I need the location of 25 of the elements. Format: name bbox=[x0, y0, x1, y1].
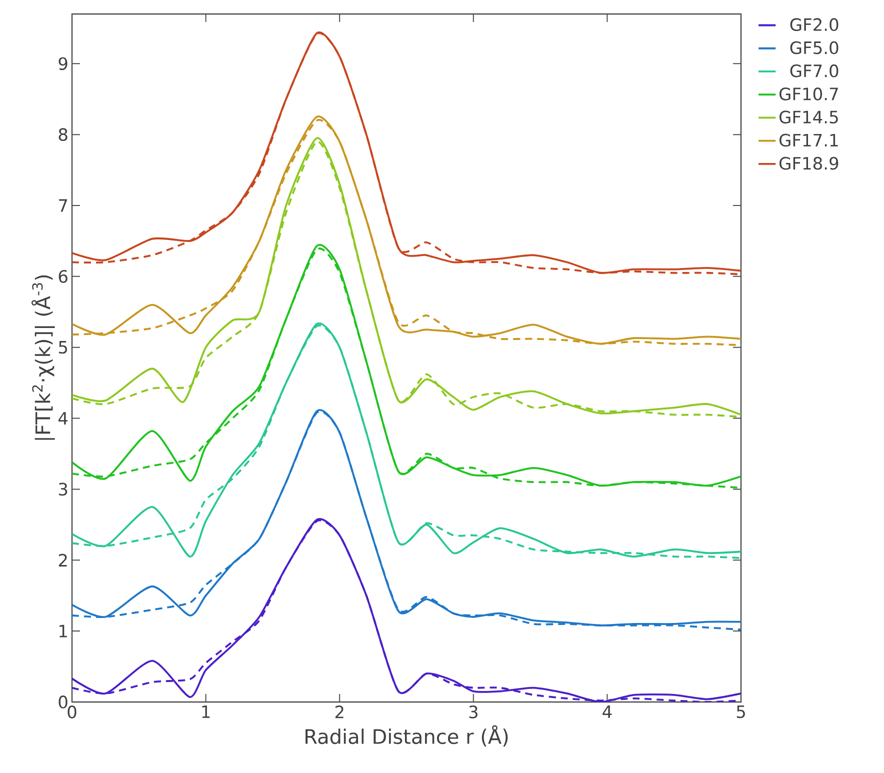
legend-label: GF17.1 bbox=[780, 134, 838, 147]
y-tick-label: 4 bbox=[58, 412, 68, 424]
y-tick-label: 5 bbox=[58, 341, 67, 354]
y-tick-label: 9 bbox=[58, 57, 68, 70]
legend-label: GF14.5 bbox=[780, 110, 838, 124]
legend-label: GF7.0 bbox=[790, 64, 838, 78]
x-axis-title: Radial Distance r (Å) bbox=[306, 725, 508, 746]
y-tick-label: 6 bbox=[58, 270, 68, 283]
y-tick-label: 0 bbox=[58, 696, 68, 708]
y-tick-label: 1 bbox=[60, 624, 67, 638]
x-tick-label: 2 bbox=[335, 706, 344, 718]
y-tick-label: 7 bbox=[59, 199, 68, 212]
legend-label: GF2.0 bbox=[790, 18, 838, 32]
y-tick-label: 8 bbox=[58, 128, 68, 141]
y-axis-title: |FT[k$^{2}$·χ(k)]| (Å$^{-3}$) bbox=[32, 275, 55, 440]
x-tick-label: 4 bbox=[602, 706, 612, 718]
legend-label: GF5.0 bbox=[790, 41, 838, 54]
x-tick-label: 1 bbox=[202, 706, 210, 718]
x-tick-label: 3 bbox=[469, 706, 478, 718]
y-tick-label: 3 bbox=[58, 482, 68, 496]
x-tick-label: 5 bbox=[736, 706, 745, 718]
legend-label: GF18.9 bbox=[780, 156, 838, 170]
x-tick-label: 0 bbox=[68, 706, 76, 718]
legend-label: GF10.7 bbox=[780, 88, 838, 100]
y-tick-label: 2 bbox=[58, 554, 67, 566]
